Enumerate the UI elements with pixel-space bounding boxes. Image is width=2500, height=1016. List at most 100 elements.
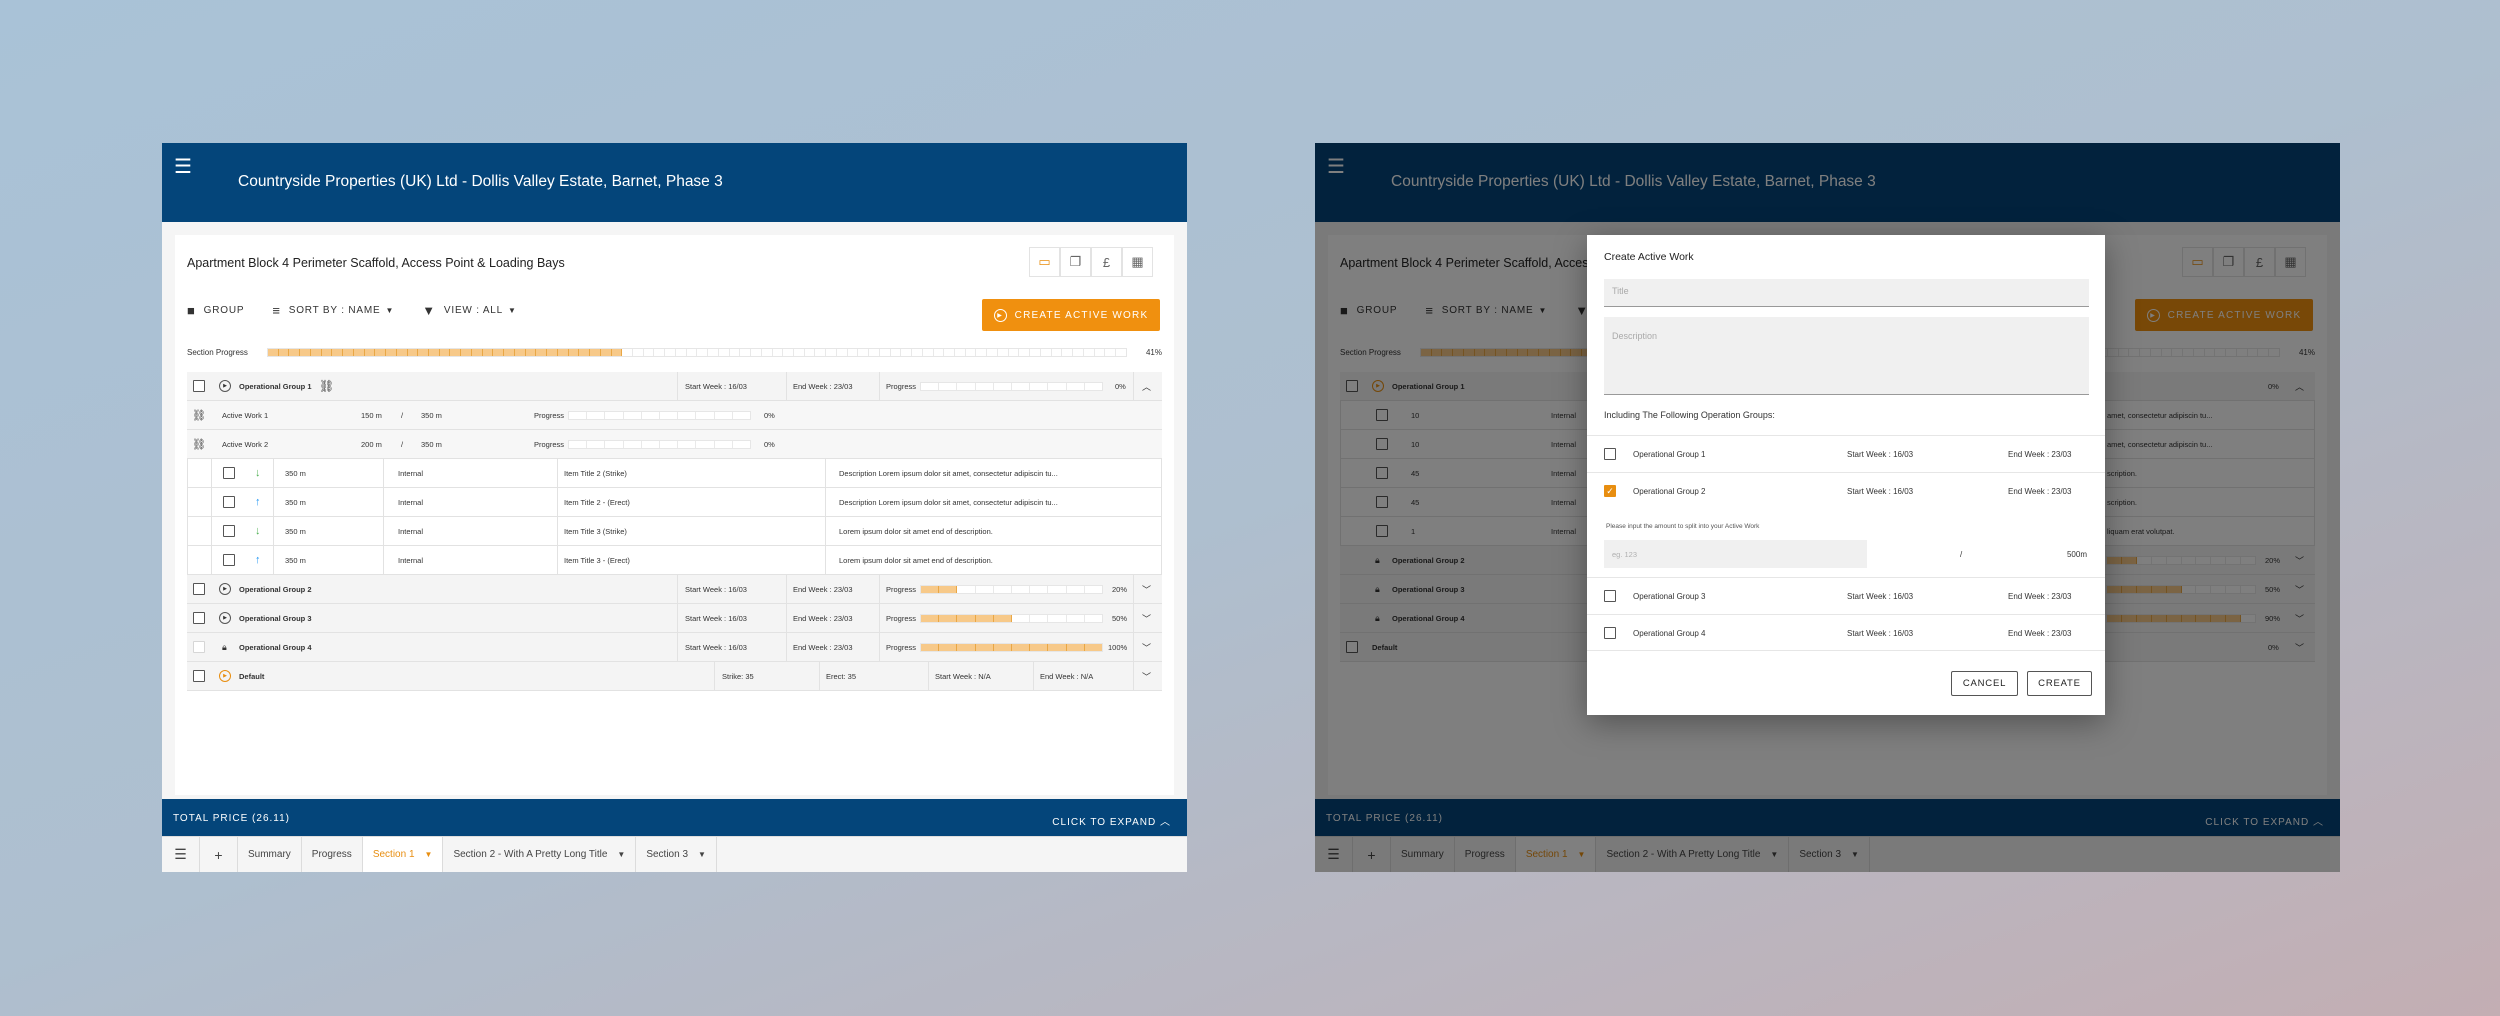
progress-segment — [783, 349, 794, 356]
row-checkbox[interactable] — [223, 496, 235, 508]
end-week: End Week : 23/03 — [2008, 629, 2072, 638]
progress-segment — [332, 349, 344, 356]
item-description: Lorem ipsum dolor sit amet end of descri… — [839, 526, 993, 536]
default-group-row[interactable]: ▶ Default Strike: 35 Erect: 35 Start Wee… — [187, 662, 1162, 691]
row-checkbox[interactable] — [193, 583, 205, 595]
progress-segment — [587, 411, 606, 419]
group-name: Default — [239, 671, 265, 681]
title-input[interactable]: Title — [1604, 279, 2089, 307]
project-screen-with-dialog: ☰ Countryside Properties (UK) Ltd - Doll… — [1315, 143, 2340, 872]
click-to-expand[interactable]: CLICK TO EXPAND ︿ — [1052, 813, 1171, 828]
item-row[interactable]: ↓ 350 m Internal Item Title 2 (Strike) D… — [187, 459, 1162, 488]
group-row[interactable]: ▶ Operational Group 3 Start Week : 16/03… — [187, 604, 1162, 633]
start-week: Start Week : 16/03 — [685, 642, 747, 652]
end-week: End Week : 23/03 — [793, 381, 853, 391]
progress-segment — [587, 440, 606, 448]
description-input[interactable]: Description — [1604, 317, 2089, 395]
link-icon: ⛓ — [192, 409, 206, 422]
create-button[interactable]: CREATE — [2027, 671, 2092, 696]
progress-segment — [696, 440, 715, 448]
row-checkbox[interactable] — [193, 670, 205, 682]
copy-icon[interactable]: ❐ — [1060, 247, 1091, 277]
sort-dropdown[interactable]: ≡ SORT BY : NAME ▼ — [272, 303, 394, 318]
item-description: Description Lorem ipsum dolor sit amet, … — [839, 497, 1058, 507]
item-amount: 350 m — [285, 526, 306, 536]
pound-icon[interactable]: £ — [1091, 247, 1122, 277]
progress-segment — [1048, 614, 1067, 622]
section-progress-pct: 41% — [1145, 348, 1162, 357]
play-circle-icon: ▶ — [219, 583, 231, 595]
chevron-up-icon[interactable]: ︿ — [1142, 381, 1152, 392]
filter-icon: ▼ — [422, 303, 436, 318]
tab-section-3[interactable]: Section 3 ▼ — [636, 837, 717, 872]
end-week: End Week : 23/03 — [2008, 450, 2072, 459]
progress-segment — [966, 349, 977, 356]
hamburger-menu-icon[interactable]: ☰ — [174, 156, 192, 178]
row-checkbox[interactable] — [193, 380, 205, 392]
folder-icon[interactable]: ▭ — [1029, 247, 1060, 277]
chevron-down-icon[interactable]: ﹀ — [1142, 584, 1152, 595]
amount-input[interactable]: eg. 123 — [1604, 540, 1867, 568]
progress-segment — [343, 349, 354, 356]
chevron-down-icon[interactable]: ﹀ — [1142, 642, 1152, 653]
progress-segment — [805, 349, 816, 356]
group-name: Operational Group 2 — [239, 584, 312, 594]
dialog-group-row[interactable]: Operational Group 1 Start Week : 16/03 E… — [1587, 435, 2105, 472]
active-work-row[interactable]: ⛓ Active Work 2 200 m / 350 m Progress 0… — [187, 430, 1162, 459]
progress-segment — [921, 382, 940, 390]
caret-down-icon: ▼ — [424, 850, 433, 859]
item-row[interactable]: ↑ 350 m Internal Item Title 3 - (Erect) … — [187, 546, 1162, 575]
progress-segment — [569, 440, 588, 448]
progress-segment — [976, 349, 988, 356]
progress-segment — [715, 411, 733, 419]
chevron-down-icon[interactable]: ﹀ — [1142, 613, 1152, 624]
table-icon[interactable]: ▦ — [1122, 247, 1153, 277]
progress-label: Progress — [886, 381, 917, 391]
group-row[interactable]: ▶ Operational Group 1 ⛓ Start Week : 16/… — [187, 372, 1162, 401]
group-checkbox[interactable] — [1604, 448, 1616, 460]
end-week: End Week : 23/03 — [2008, 592, 2072, 601]
tab-section-2[interactable]: Section 2 - With A Pretty Long Title ▼ — [443, 837, 637, 872]
tabs-menu-icon[interactable]: ☰ — [162, 837, 200, 872]
tab-progress[interactable]: Progress — [302, 837, 363, 872]
progress-segment — [407, 349, 419, 356]
group-checkbox[interactable] — [1604, 627, 1616, 639]
group-checkbox-checked[interactable]: ✓ — [1604, 485, 1616, 497]
group-row[interactable]: ▶ Operational Group 2 Start Week : 16/03… — [187, 575, 1162, 604]
item-row[interactable]: ↑ 350 m Internal Item Title 2 - (Erect) … — [187, 488, 1162, 517]
chevron-down-icon[interactable]: ﹀ — [1142, 671, 1152, 682]
view-dropdown[interactable]: ▼ VIEW : ALL ▼ — [422, 303, 517, 318]
progress-segment — [923, 349, 934, 356]
progress-segment — [353, 349, 365, 356]
progress-segment — [912, 349, 923, 356]
view-label: VIEW : ALL — [443, 305, 504, 316]
row-checkbox[interactable] — [223, 467, 235, 479]
total-price-bar[interactable]: TOTAL PRICE (26.11) CLICK TO EXPAND ︿ — [162, 799, 1187, 836]
group-name: Operational Group 1 — [239, 381, 312, 391]
active-work-row[interactable]: ⛓ Active Work 1 150 m / 350 m Progress 0… — [187, 401, 1162, 430]
group-row[interactable]: 🔒︎ Operational Group 4 Start Week : 16/0… — [187, 633, 1162, 662]
progress-bar — [568, 439, 751, 449]
group-checkbox[interactable] — [1604, 590, 1616, 602]
progress-segment — [1048, 585, 1067, 593]
cancel-button[interactable]: CANCEL — [1951, 671, 2018, 696]
slash: / — [401, 439, 404, 449]
item-row[interactable]: ↓ 350 m Internal Item Title 3 (Strike) L… — [187, 517, 1162, 546]
progress-segment — [268, 349, 279, 356]
dialog-group-row[interactable]: Operational Group 4 Start Week : 16/03 E… — [1587, 614, 2105, 651]
progress-segment — [1084, 643, 1103, 651]
progress-segment — [642, 440, 661, 448]
item-title: Item Title 3 - (Erect) — [564, 555, 630, 565]
group-button[interactable]: ■ GROUP — [187, 303, 244, 318]
tab-summary[interactable]: Summary — [238, 837, 302, 872]
add-tab-icon[interactable]: + — [200, 837, 238, 872]
row-checkbox[interactable] — [223, 525, 235, 537]
progress-segment — [740, 349, 752, 356]
row-checkbox[interactable] — [193, 612, 205, 624]
dialog-group-row[interactable]: Operational Group 3 Start Week : 16/03 E… — [1587, 577, 2105, 614]
row-checkbox[interactable] — [223, 554, 235, 566]
tab-section-1[interactable]: Section 1 ▼ — [362, 837, 444, 872]
create-active-work-button[interactable]: ▶ CREATE ACTIVE WORK — [982, 299, 1160, 331]
link-icon[interactable]: ⛓ — [319, 379, 335, 393]
dialog-group-row[interactable]: ✓ Operational Group 2 Start Week : 16/03… — [1587, 472, 2105, 509]
